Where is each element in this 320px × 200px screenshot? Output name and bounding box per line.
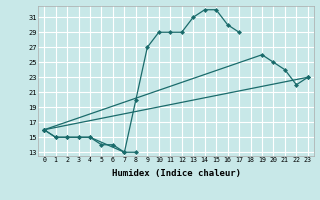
X-axis label: Humidex (Indice chaleur): Humidex (Indice chaleur) — [111, 169, 241, 178]
